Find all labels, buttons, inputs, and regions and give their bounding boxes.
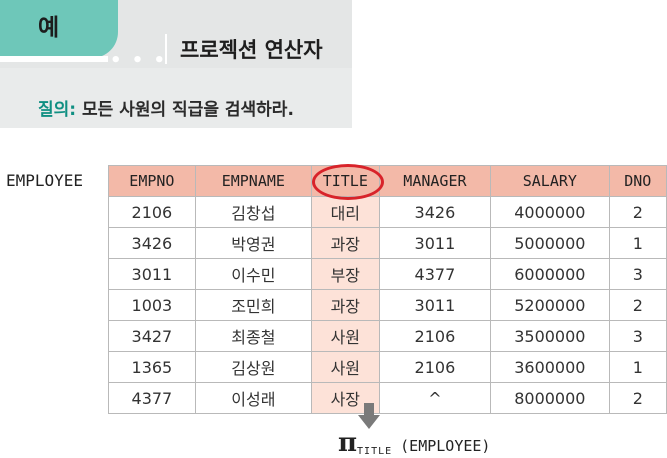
pi-symbol: π: [338, 428, 358, 458]
cell-empno: 3427: [108, 320, 196, 352]
projection-subscript: TITLE: [357, 446, 393, 457]
query-line: 질의: 모든 사원의 직급을 검색하라.: [38, 95, 294, 120]
cell-empno: 1003: [108, 289, 196, 321]
cell-manager: 3011: [378, 289, 492, 321]
cell-dno: 3: [608, 258, 667, 290]
example-tab: 예: [0, 0, 118, 58]
column-header-empname: EMPNAME: [194, 165, 312, 197]
cell-manager: 3011: [378, 227, 492, 259]
cell-empname: 이수민: [194, 258, 312, 290]
cell-manager: ^: [378, 382, 492, 414]
cell-title: 부장: [310, 258, 380, 290]
cell-empno: 1365: [108, 351, 196, 383]
cell-salary: 6000000: [490, 258, 610, 290]
cell-manager: 3426: [378, 196, 492, 228]
cell-salary: 3500000: [490, 320, 610, 352]
cell-title: 사원: [310, 351, 380, 383]
example-tab-label: 예: [38, 15, 60, 41]
table-row: 3427 최종철 사원 2106 3500000 3: [108, 320, 667, 352]
example-banner: 예 • • • 프로젝션 연산자 질의: 모든 사원의 직급을 검색하라.: [0, 0, 352, 128]
cell-salary: 5200000: [490, 289, 610, 321]
cell-empname: 조민희: [194, 289, 312, 321]
cell-title: 과장: [310, 227, 380, 259]
cell-dno: 3: [608, 320, 667, 352]
table-row: 2106 김창섭 대리 3426 4000000 2: [108, 196, 667, 228]
cell-dno: 1: [608, 351, 667, 383]
cell-salary: 4000000: [490, 196, 610, 228]
cell-empname: 최종철: [194, 320, 312, 352]
cell-dno: 2: [608, 289, 667, 321]
banner-divider: [165, 34, 167, 64]
tab-underline: [0, 56, 108, 62]
cell-empname: 박영권: [194, 227, 312, 259]
cell-title: 대리: [310, 196, 380, 228]
cell-dno: 1: [608, 227, 667, 259]
cell-manager: 4377: [378, 258, 492, 290]
cell-manager: 2106: [378, 351, 492, 383]
query-text: 모든 사원의 직급을 검색하라.: [76, 100, 294, 120]
cell-empno: 2106: [108, 196, 196, 228]
down-arrow-icon: [364, 403, 374, 416]
cell-empno: 4377: [108, 382, 196, 414]
title-highlight-circle: [312, 164, 384, 200]
cell-salary: 8000000: [490, 382, 610, 414]
table-row: 1003 조민희 과장 3011 5200000 2: [108, 289, 667, 321]
cell-dno: 2: [608, 196, 667, 228]
table-row: 3011 이수민 부장 4377 6000000 3: [108, 258, 667, 290]
query-label: 질의:: [38, 100, 77, 120]
cell-dno: 2: [608, 382, 667, 414]
cell-empno: 3011: [108, 258, 196, 290]
cell-salary: 5000000: [490, 227, 610, 259]
relation-name: EMPLOYEE: [6, 171, 84, 190]
cell-empname: 김창섭: [194, 196, 312, 228]
employee-table: EMPNO EMPNAME TITLE MANAGER SALARY DNO 2…: [108, 165, 667, 414]
projection-argument: (EMPLOYEE): [400, 437, 491, 455]
cell-empname: 김상원: [194, 351, 312, 383]
column-header-dno: DNO: [608, 165, 667, 197]
cell-salary: 3600000: [490, 351, 610, 383]
cell-empname: 이성래: [194, 382, 312, 414]
table-row: 4377 이성래 사장 ^ 8000000 2: [108, 382, 667, 414]
dots-decoration: • • •: [110, 50, 168, 71]
table-row: 1365 김상원 사원 2106 3600000 1: [108, 351, 667, 383]
banner-title: 프로젝션 연산자: [180, 38, 323, 62]
cell-empno: 3426: [108, 227, 196, 259]
cell-title: 사원: [310, 320, 380, 352]
cell-title: 과장: [310, 289, 380, 321]
column-header-empno: EMPNO: [108, 165, 196, 197]
cell-manager: 2106: [378, 320, 492, 352]
column-header-manager: MANAGER: [378, 165, 492, 197]
table-header-row: EMPNO EMPNAME TITLE MANAGER SALARY DNO: [108, 165, 667, 197]
column-header-salary: SALARY: [490, 165, 610, 197]
table-row: 3426 박영권 과장 3011 5000000 1: [108, 227, 667, 259]
projection-expression: πTITLE (EMPLOYEE): [338, 428, 491, 458]
down-arrow-head-icon: [358, 415, 380, 429]
